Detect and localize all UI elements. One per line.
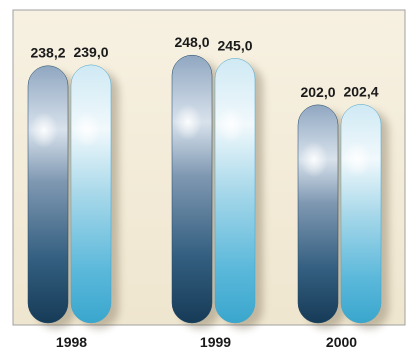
bar-highlight <box>343 141 371 178</box>
bar-1998-series-2 <box>70 64 112 324</box>
value-label-1999-series-1: 248,0 <box>174 34 209 50</box>
bars-layer <box>27 54 389 330</box>
bar-1998-series-1 <box>27 65 69 324</box>
value-label-1999-series-2: 245,0 <box>217 37 252 53</box>
bar-highlight <box>300 141 328 178</box>
x-tick-label-1999: 1999 <box>200 334 231 350</box>
bar-1999-series-2 <box>214 58 256 324</box>
value-label-2000-series-2: 202,4 <box>343 83 378 99</box>
bar-highlight <box>174 104 202 141</box>
x-tick-label-2000: 2000 <box>326 334 357 350</box>
value-label-2000-series-1: 202,0 <box>300 84 335 100</box>
bar-highlight <box>30 112 58 149</box>
bar-2000-series-1 <box>297 104 339 324</box>
bar-1999-series-1 <box>171 54 213 324</box>
value-label-1998-series-2: 239,0 <box>73 44 108 60</box>
bar-2000-series-2 <box>340 104 382 324</box>
bar-highlight <box>73 111 101 148</box>
x-tick-label-1998: 1998 <box>56 334 87 350</box>
value-label-1998-series-1: 238,2 <box>30 45 65 61</box>
bar-highlight <box>217 106 245 143</box>
labels-layer: 238,2 239,0 1998 248,0 245,0 1999 202,0 202,4 20… <box>30 34 378 350</box>
